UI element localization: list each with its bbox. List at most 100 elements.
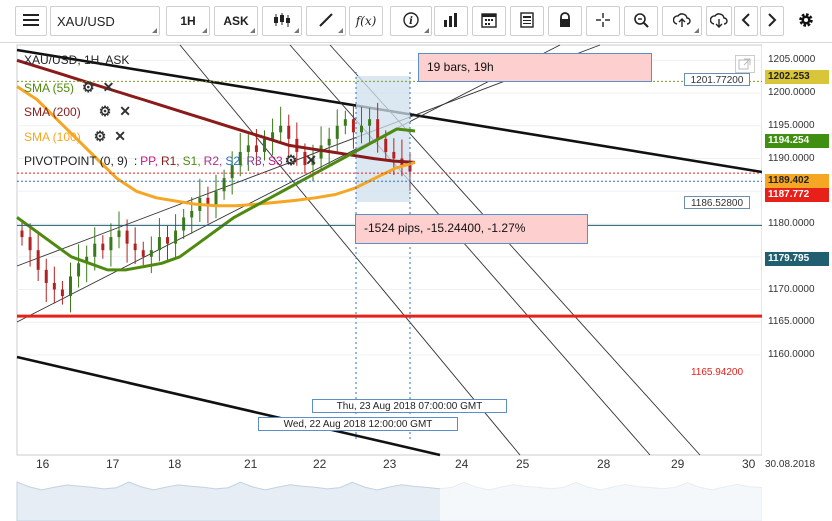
gear-icon[interactable]: ⚙ <box>98 103 112 119</box>
candle-body <box>149 250 153 257</box>
y-tick-label: 1160.0000 <box>768 349 815 360</box>
popout-button[interactable] <box>735 55 755 73</box>
popout-icon <box>736 58 754 75</box>
y-tick-label: 1190.0000 <box>768 152 815 164</box>
download-icon <box>709 12 728 31</box>
prev-button[interactable] <box>734 6 758 36</box>
gear-icon[interactable]: ⚙ <box>284 152 298 168</box>
trend-line <box>179 44 521 456</box>
price-type-select[interactable]: ASK <box>214 6 258 36</box>
menu-button[interactable] <box>15 6 47 36</box>
gear-icon[interactable]: ⚙ <box>93 128 107 144</box>
x-tick-label: 30.08.2018 <box>765 459 816 470</box>
candle-body <box>190 210 194 218</box>
bars-info-box: 19 bars, 19h <box>418 53 652 82</box>
pivot-s3: S3 <box>268 153 283 168</box>
symbol-select[interactable]: XAU/USD <box>50 6 160 36</box>
candle-body <box>335 125 339 139</box>
calendar-button[interactable] <box>472 6 506 36</box>
candle-body <box>28 237 32 251</box>
candle-body <box>327 138 331 146</box>
timeframe-select[interactable]: 1H <box>166 6 210 36</box>
chevron-left-icon <box>740 12 752 31</box>
crosshair-time-bottom: Wed, 22 Aug 2018 12:00:00 GMT <box>258 417 458 431</box>
top-line-label: 1201.77200 <box>684 73 750 86</box>
settings-button[interactable] <box>790 6 822 36</box>
candle-body <box>376 119 380 139</box>
candle-body <box>246 145 250 152</box>
legend-sma55[interactable]: SMA (55) ⚙ ✕ <box>24 79 114 96</box>
x-tick-label: 17 <box>106 457 120 471</box>
candle-body <box>222 178 226 192</box>
candle-body <box>206 197 210 205</box>
function-button[interactable]: f(x) <box>349 6 383 36</box>
candle-body <box>319 145 323 159</box>
candle-body <box>384 138 388 152</box>
x-tick-label: 24 <box>455 457 469 471</box>
zoom-button[interactable] <box>624 6 658 36</box>
legend-pivot[interactable]: PIVOTPOINT (0, 9) : PP, R1, S1, R2, S2, … <box>24 152 317 169</box>
candle-body <box>182 217 186 231</box>
candle-body <box>52 282 56 290</box>
dropdown-corner-icon <box>424 28 429 33</box>
news-button[interactable] <box>510 6 544 36</box>
candle-body <box>174 230 178 244</box>
gear-icon[interactable]: ⚙ <box>82 79 95 95</box>
legend-sma100[interactable]: SMA (100) ⚙ ✕ <box>24 128 126 145</box>
mid-line-label: 1186.52800 <box>684 196 750 209</box>
price-type-label: ASK <box>223 14 249 28</box>
candle-body <box>279 125 283 133</box>
svg-text:i: i <box>409 16 413 27</box>
axis-badge-1202: 1202.253 <box>765 70 829 84</box>
candle-body <box>311 158 315 166</box>
pivot-r2: R2, <box>203 153 223 168</box>
close-icon[interactable]: ✕ <box>305 152 318 168</box>
dropdown-corner-icon <box>152 28 157 33</box>
axis-badge-1179: 1179.795 <box>765 252 829 266</box>
x-tick-label: 23 <box>383 457 397 471</box>
x-tick-label: 18 <box>168 457 182 471</box>
function-icon: f(x) <box>355 14 377 28</box>
download-button[interactable] <box>706 6 732 36</box>
upload-button[interactable] <box>662 6 702 36</box>
draw-button[interactable] <box>306 6 346 36</box>
y-tick-label: 1165.0000 <box>768 316 815 328</box>
price-chart[interactable] <box>0 42 832 521</box>
x-tick-label: 25 <box>516 457 530 471</box>
candle-body <box>343 119 347 126</box>
timeframe-label: 1H <box>180 14 196 28</box>
candle-body <box>117 230 121 238</box>
gear-icon <box>797 11 815 32</box>
axis-badge-1187: 1187.772 <box>765 188 829 202</box>
dropdown-corner-icon <box>202 28 207 33</box>
x-tick-label: 16 <box>36 457 50 471</box>
legend-title-text: XAU/USD, 1H, ASK <box>24 53 130 67</box>
close-icon[interactable]: ✕ <box>114 128 126 144</box>
candles-icon <box>273 12 291 31</box>
candle-body <box>69 276 72 297</box>
crosshair-time-top: Thu, 23 Aug 2018 07:00:00 GMT <box>312 399 507 413</box>
indicators-button[interactable] <box>434 6 468 36</box>
next-button[interactable] <box>760 6 784 36</box>
upload-icon <box>672 12 691 31</box>
info-button[interactable]: i <box>390 6 432 36</box>
lock-button[interactable] <box>548 6 582 36</box>
sma55-line <box>16 127 416 272</box>
x-tick-label: 29 <box>671 457 685 471</box>
legend-sma200[interactable]: SMA (200) ⚙ ✕ <box>24 103 131 120</box>
pivot-r3: R3, <box>246 153 266 168</box>
crosshair-button[interactable] <box>586 6 620 36</box>
bars-text: 19 bars, 19h <box>427 60 494 74</box>
candle-body <box>60 289 64 297</box>
candle-body <box>303 151 307 166</box>
close-icon[interactable]: ✕ <box>119 103 131 119</box>
trend-line <box>289 44 651 456</box>
close-icon[interactable]: ✕ <box>102 79 115 95</box>
y-tick-label: 1180.0000 <box>768 218 815 229</box>
axis-badge-1194: 1194.254 <box>765 134 829 148</box>
info-icon: i <box>403 11 419 31</box>
candle-body <box>141 250 145 257</box>
trend-line <box>16 355 441 457</box>
candle-body <box>351 119 355 133</box>
chart-type-button[interactable] <box>262 6 302 36</box>
